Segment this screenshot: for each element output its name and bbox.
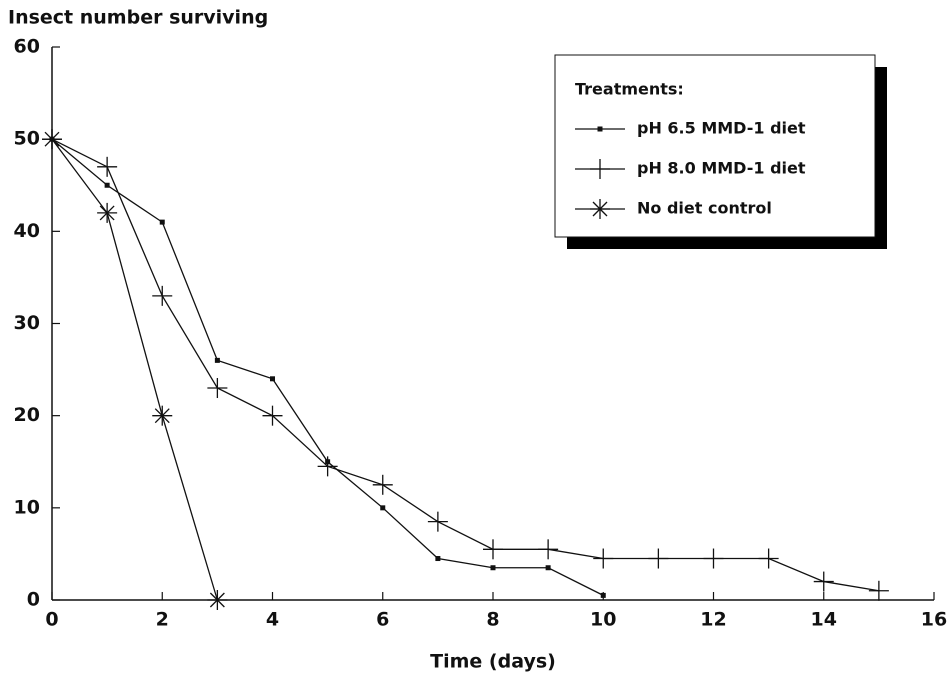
- x-tick-label: 10: [590, 609, 616, 631]
- marker: [214, 357, 220, 363]
- marker: [600, 592, 606, 598]
- x-axis-label: Time (days): [430, 651, 556, 673]
- marker: [593, 548, 614, 569]
- marker: [152, 285, 173, 306]
- marker: [597, 126, 603, 132]
- x-tick-label: 0: [45, 609, 58, 631]
- x-tick-label: 2: [156, 609, 169, 631]
- marker: [262, 405, 283, 426]
- marker-square: [214, 357, 220, 363]
- marker-square: [159, 219, 165, 225]
- marker: [538, 539, 559, 560]
- marker-square: [600, 592, 606, 598]
- legend-label: pH 6.5 MMD-1 diet: [637, 119, 806, 138]
- marker: [317, 456, 338, 477]
- marker-square: [490, 565, 496, 571]
- legend-title: Treatments:: [575, 80, 684, 99]
- marker: [97, 202, 118, 223]
- marker-stroke: [44, 131, 60, 147]
- marker-stroke: [209, 592, 225, 608]
- y-tick-label: 20: [14, 404, 40, 426]
- marker-square: [270, 376, 275, 382]
- y-tick-label: 40: [14, 220, 40, 242]
- y-tick-label: 50: [14, 128, 40, 150]
- marker: [104, 182, 110, 188]
- marker: [159, 219, 165, 225]
- series-line: [51, 138, 879, 592]
- marker-square: [104, 182, 110, 188]
- marker-stroke: [99, 205, 115, 221]
- marker: [372, 474, 393, 495]
- marker-square: [545, 565, 551, 571]
- marker-square: [380, 505, 386, 511]
- x-tick-label: 12: [700, 609, 726, 631]
- marker: [490, 565, 496, 571]
- marker: [435, 556, 441, 562]
- legend-label: No diet control: [637, 199, 772, 218]
- x-tick-label: 6: [376, 609, 389, 631]
- series-line: [51, 138, 218, 601]
- y-tick-label: 60: [14, 36, 40, 58]
- marker: [590, 159, 610, 179]
- legend-label: pH 8.0 MMD-1 diet: [637, 159, 806, 178]
- marker: [758, 548, 779, 569]
- marker: [207, 590, 228, 610]
- marker: [152, 405, 173, 426]
- y-tick-label: 30: [14, 312, 40, 334]
- marker: [380, 505, 386, 511]
- x-tick-label: 14: [811, 609, 837, 631]
- marker: [590, 199, 610, 219]
- marker-stroke: [154, 408, 170, 424]
- x-tick-label: 4: [266, 609, 279, 631]
- marker: [42, 129, 62, 150]
- marker: [270, 376, 275, 382]
- marker: [545, 565, 551, 571]
- y-tick-label: 0: [27, 589, 40, 611]
- marker-square: [435, 556, 441, 562]
- marker: [427, 511, 448, 532]
- marker: [483, 539, 503, 560]
- x-tick-label: 8: [486, 609, 499, 631]
- marker-stroke: [592, 201, 608, 217]
- marker-square: [597, 126, 603, 132]
- marker: [97, 156, 118, 177]
- marker: [207, 378, 228, 399]
- marker: [648, 548, 669, 569]
- y-axis-label: Insect number surviving: [8, 7, 268, 29]
- series-line: [51, 138, 604, 596]
- y-tick-label: 10: [14, 496, 40, 518]
- marker: [813, 571, 834, 592]
- marker: [703, 548, 724, 569]
- marker: [868, 580, 889, 601]
- x-tick-label: 16: [921, 609, 947, 631]
- legend: [554, 54, 876, 238]
